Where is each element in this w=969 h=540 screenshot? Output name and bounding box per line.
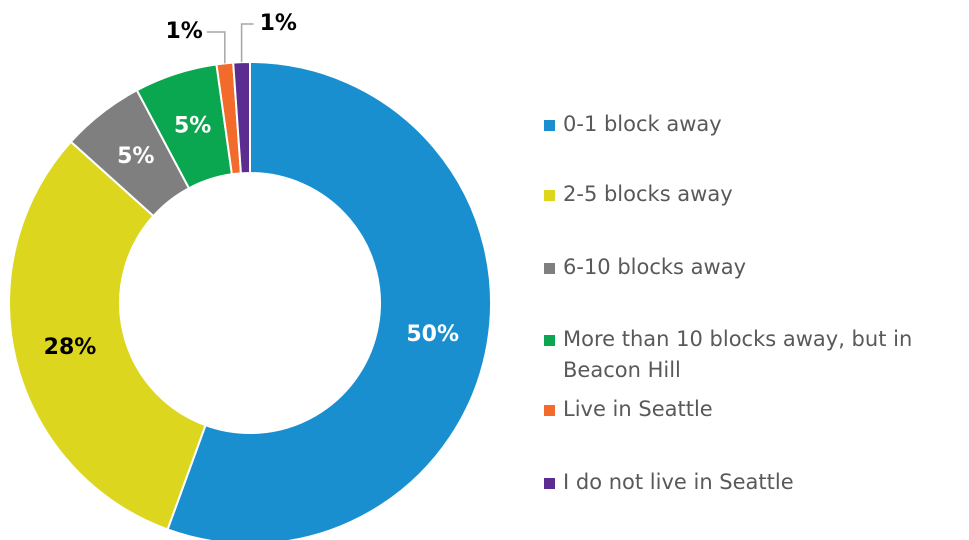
donut-slice	[232, 60, 251, 175]
legend-label: 0-1 block away	[563, 112, 722, 136]
legend-swatch	[544, 263, 555, 274]
data-label: 1%	[260, 11, 297, 36]
data-label: 5%	[174, 114, 211, 139]
legend-label: Live in Seattle	[563, 397, 713, 421]
legend-swatch	[544, 405, 555, 416]
legend-swatch	[544, 335, 555, 346]
legend-label: 6-10 blocks away	[563, 255, 746, 279]
legend-swatch	[544, 478, 555, 489]
legend-label: 2-5 blocks away	[563, 182, 733, 206]
data-label: 5%	[117, 144, 154, 169]
legend-line: Beacon Hill	[563, 358, 681, 382]
data-label: 28%	[44, 335, 97, 360]
legend-swatch	[544, 190, 555, 201]
legend-label: I do not live in Seattle	[563, 470, 794, 494]
donut-slice	[166, 60, 492, 540]
data-label: 1%	[165, 19, 202, 44]
legend-swatch	[544, 120, 555, 131]
legend-line: More than 10 blocks away, but in	[563, 327, 912, 351]
leader-line	[240, 23, 254, 63]
data-label: 50%	[406, 322, 459, 347]
leader-line	[206, 31, 226, 64]
donut-slice	[8, 140, 207, 531]
legend-label: More than 10 blocks away, but in Beacon H…	[563, 327, 912, 382]
